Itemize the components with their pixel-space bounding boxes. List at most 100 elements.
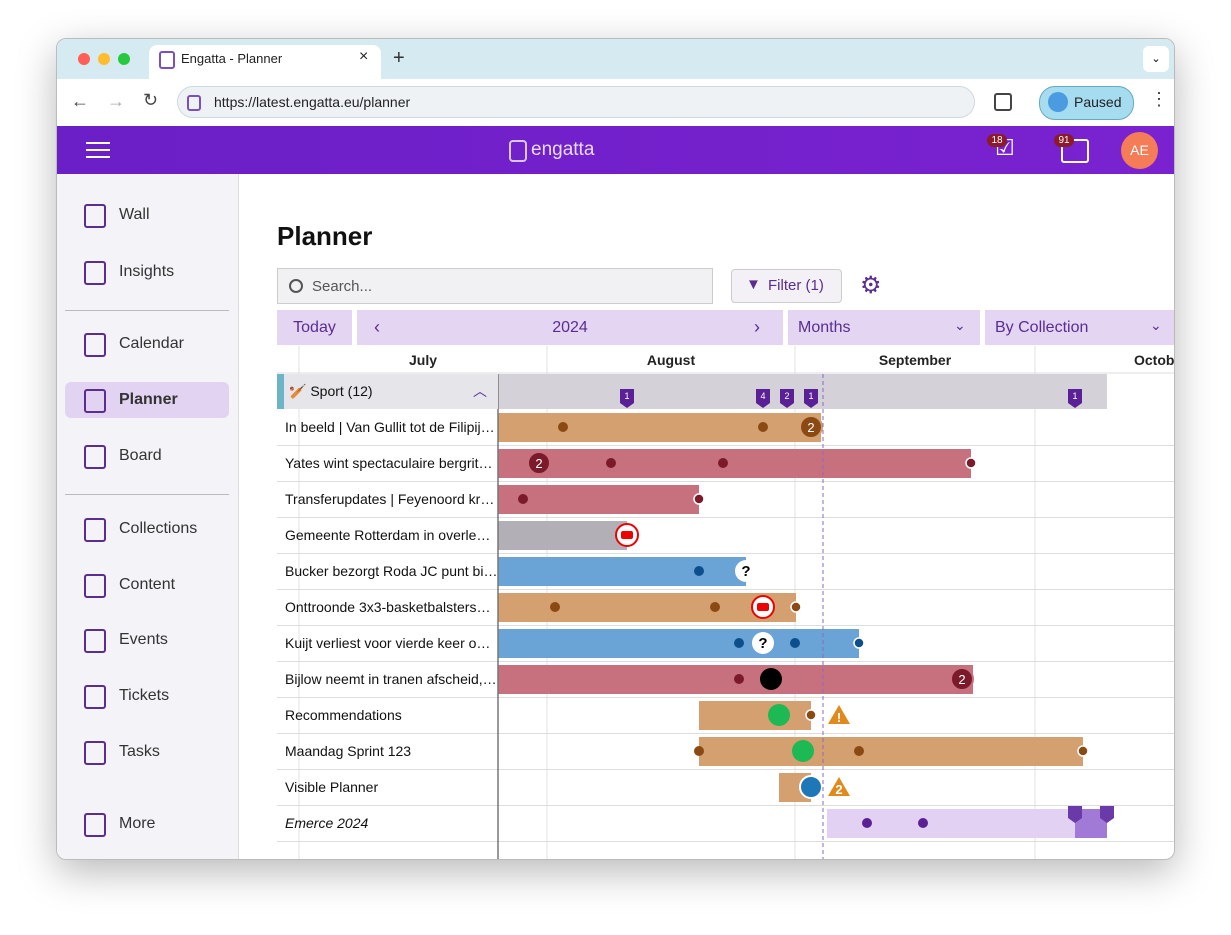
row-label[interactable]: Emerce 2024 [285, 815, 369, 831]
nav-item[interactable]: Collections [119, 520, 198, 537]
item-bar [498, 485, 699, 514]
group-marker [780, 389, 794, 408]
close-dot[interactable] [78, 53, 90, 65]
month-label: September [878, 352, 952, 368]
group-marker [620, 389, 634, 408]
nav-item[interactable]: Planner [119, 391, 178, 408]
prev-year[interactable]: ‹ [374, 317, 380, 337]
tab-close[interactable]: × [359, 48, 369, 65]
next-year[interactable]: › [754, 317, 760, 337]
messages-icon[interactable] [1061, 139, 1089, 163]
nav-icon [84, 685, 106, 709]
logo: engatta [531, 139, 595, 160]
dot [718, 458, 728, 468]
nav-icon [84, 629, 106, 653]
nav-item[interactable]: Calendar [119, 335, 184, 352]
row-label[interactable]: Maandag Sprint 123 [285, 743, 412, 759]
nav-icon [84, 813, 106, 837]
search-box[interactable] [277, 268, 713, 304]
browser-menu[interactable]: ⋮ [1150, 89, 1168, 109]
warning [828, 705, 850, 724]
back[interactable]: ← [71, 91, 89, 111]
nav-item[interactable]: Insights [119, 263, 175, 280]
tab-menu[interactable]: ⌄ [1143, 46, 1169, 72]
row-label[interactable]: Bijlow neemt in tranen afscheid,… [285, 671, 497, 687]
pin [1100, 806, 1114, 823]
dot [710, 602, 720, 612]
row-label[interactable]: Kuijt verliest voor vierde keer o… [285, 635, 491, 651]
browser-window: Engatta - Planner × + ⌄ ← → ↻ https://la… [56, 38, 1175, 860]
row-label[interactable]: Recommendations [285, 707, 402, 723]
row-label[interactable]: Visible Planner [285, 779, 379, 795]
count-badge [950, 667, 974, 691]
row-label[interactable]: Gemeente Rotterdam in overle… [285, 527, 491, 543]
count-badge [527, 451, 551, 475]
nav-icon [84, 204, 106, 228]
page-title: Planner [277, 221, 373, 251]
tab-title: Engatta - Planner [181, 51, 283, 66]
spotify-icon [768, 704, 790, 726]
scale-select[interactable]: Months [788, 310, 980, 345]
row-label[interactable]: Yates wint spectaculaire bergrit… [285, 455, 493, 471]
nav-item[interactable]: More [119, 815, 156, 832]
collapse[interactable]: ︿ [473, 383, 487, 399]
count-badge [799, 415, 823, 439]
nav-icon [84, 741, 106, 765]
item-bar [827, 809, 1107, 838]
group-marker-count: 1 [1072, 391, 1077, 401]
count-badge-text: 2 [958, 672, 965, 687]
nav-item[interactable]: Tasks [119, 743, 160, 760]
nav-item[interactable]: Events [119, 631, 168, 648]
sidebar [57, 174, 239, 859]
messages-badge: 91 [1054, 134, 1074, 147]
url-box[interactable] [177, 86, 975, 118]
divider [65, 494, 229, 495]
search-icon [289, 279, 303, 293]
minimize-dot[interactable] [98, 53, 110, 65]
item-bar [498, 557, 746, 586]
profile-status: Paused [1074, 94, 1122, 110]
zoom-dot[interactable] [118, 53, 130, 65]
gantt: 1 4 2 1 1 2 2?? 2! 2 [277, 346, 1174, 859]
forward[interactable]: → [107, 91, 125, 111]
today-button[interactable]: Today [277, 310, 352, 345]
dot [694, 746, 704, 756]
tab-icon [159, 51, 175, 69]
dot [790, 638, 800, 648]
youtube-logo [621, 531, 633, 539]
dot [558, 422, 568, 432]
reload[interactable]: ↻ [143, 90, 159, 110]
group-marker-count: 1 [808, 391, 813, 401]
new-tab[interactable]: + [393, 47, 405, 69]
item-bar [498, 413, 821, 442]
dot [694, 566, 704, 576]
nav-item[interactable]: Board [119, 447, 162, 464]
nav-item[interactable]: Tickets [119, 687, 170, 704]
settings[interactable]: ⚙ [860, 272, 882, 299]
active-tab[interactable] [149, 45, 381, 79]
avatar[interactable]: AE [1121, 132, 1158, 169]
dot [550, 602, 560, 612]
grouping-select[interactable]: By Collection [985, 310, 1174, 345]
dot [693, 493, 705, 505]
group-label: 🏏 Sport (12) [289, 383, 373, 399]
profile-chip[interactable] [1039, 86, 1134, 120]
menu-button[interactable] [86, 142, 110, 144]
row-label[interactable]: Bucker bezorgt Roda JC punt bi… [285, 563, 498, 579]
dot [734, 638, 744, 648]
spotify-icon [792, 740, 814, 762]
warning-text: 2 [835, 782, 842, 797]
year-nav: 2024 [357, 310, 783, 345]
nav-icon [84, 389, 106, 413]
row-label[interactable]: Transferupdates | Feyenoord kr… [285, 491, 495, 507]
row-label[interactable]: In beeld | Van Gullit tot de Filipij… [285, 419, 495, 435]
nav-item[interactable]: Content [119, 576, 176, 593]
logo-mark [509, 140, 527, 162]
filter-button[interactable] [731, 269, 842, 303]
group-header[interactable] [277, 374, 498, 409]
row-label[interactable]: Onttroonde 3x3-basketbalsters… [285, 599, 491, 615]
extensions[interactable] [994, 93, 1012, 111]
nav-item[interactable]: Wall [119, 206, 150, 223]
